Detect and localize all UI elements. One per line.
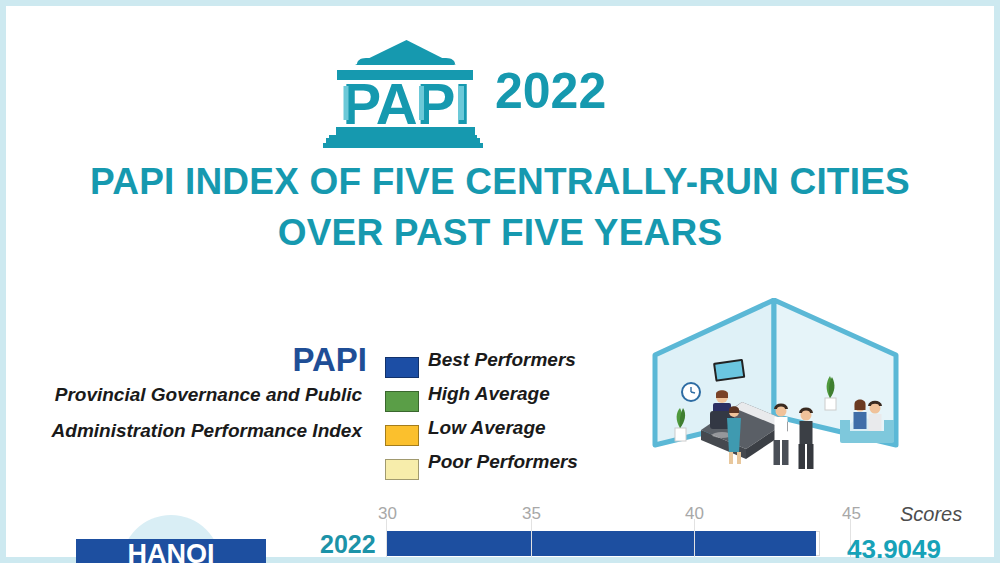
svg-text:PAPI: PAPI (342, 71, 469, 136)
